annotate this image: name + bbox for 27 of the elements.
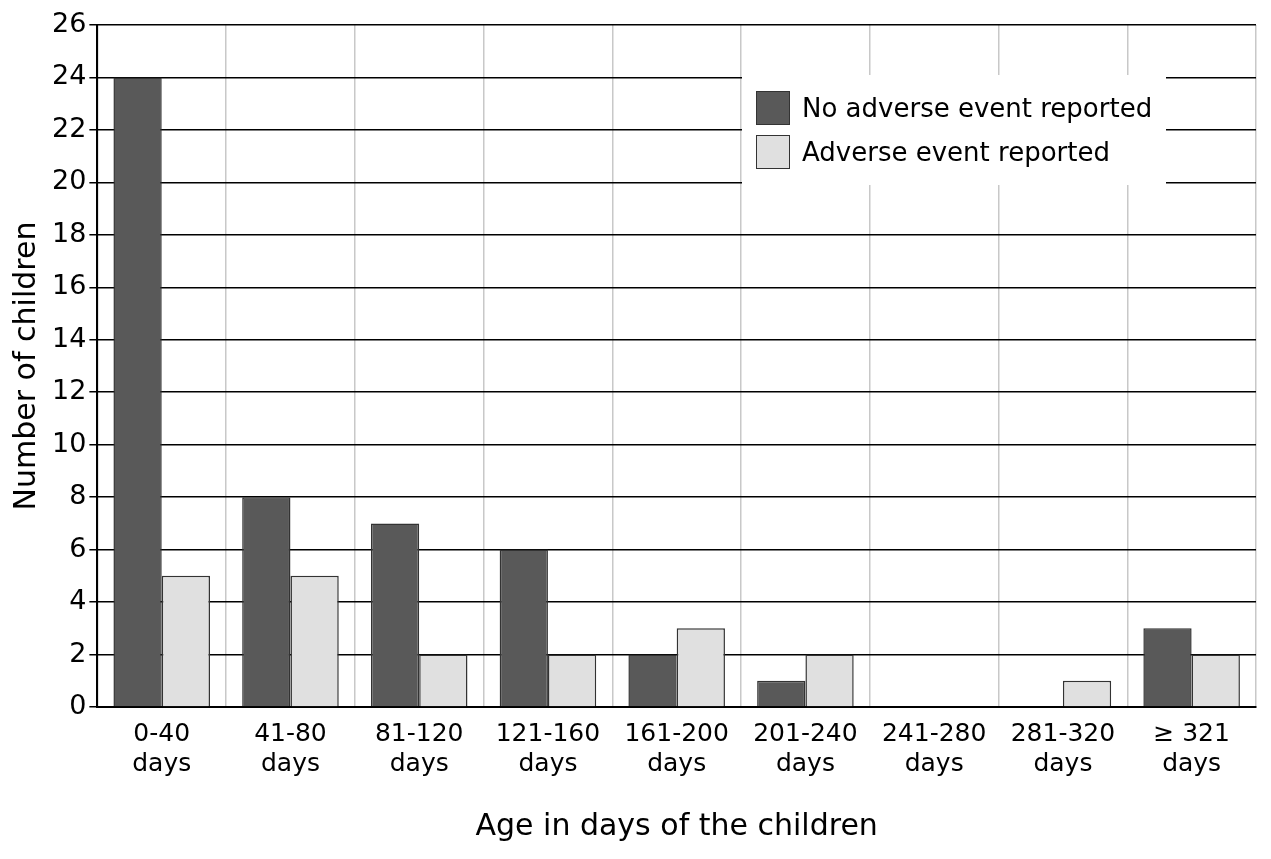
y-tick-label: 4 [69,584,87,616]
x-tick-label: 121-160 days [495,717,601,777]
x-tick-label: 41-80 days [254,717,327,777]
y-tick-label: 16 [52,269,87,301]
y-tick-label: 22 [52,111,87,143]
y-tick-label: 8 [69,479,87,511]
y-tick-label: 24 [52,59,87,91]
x-axis-title: Age in days of the children [475,806,878,842]
legend-label: Adverse event reported [802,137,1110,167]
y-tick-label: 18 [52,216,87,248]
y-tick-label: 10 [52,426,87,458]
y-tick-label: 12 [52,374,87,406]
y-tick-label: 0 [69,689,87,721]
x-tick-label: 0-40 days [132,717,192,777]
y-axis-title: Number of children [6,221,42,511]
x-tick-label: 161-200 days [624,717,729,777]
x-tick-label: 241-280 days [881,717,987,777]
y-tick-label: 6 [69,531,87,563]
y-tick-label: 20 [52,164,87,196]
x-tick-label: 201-240 days [753,717,858,777]
y-tick-label: 26 [52,7,87,39]
y-tick-label: 14 [52,321,87,353]
x-tick-label: 281-320 days [1010,717,1116,777]
x-tick-label: ≥ 321 days [1153,717,1230,777]
legend-label: No adverse event reported [802,93,1153,123]
x-tick-label: 81-120 days [374,717,464,777]
y-tick-label: 2 [69,636,87,668]
